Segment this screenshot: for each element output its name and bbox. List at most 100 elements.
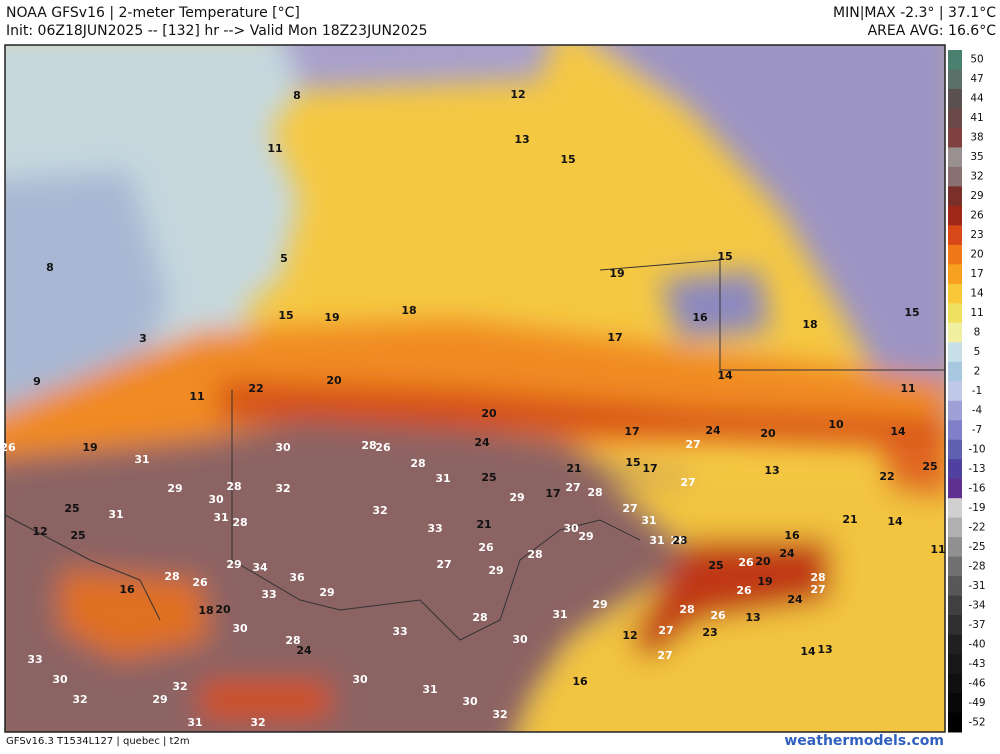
temperature-label: 31: [649, 534, 664, 547]
temperature-label: 16: [572, 675, 588, 688]
temperature-label: 16: [692, 311, 708, 324]
temperature-label: 29: [152, 693, 167, 706]
temperature-label: 5: [280, 252, 288, 265]
colorbar-swatch: [948, 342, 962, 363]
colorbar-swatch: [948, 69, 962, 90]
temperature-label: 20: [326, 374, 342, 387]
temperature-label: 28: [527, 548, 542, 561]
colorbar-swatch: [948, 556, 962, 577]
temperature-label: 12: [622, 629, 637, 642]
temperature-label: 19: [757, 575, 772, 588]
colorbar-tick-label: 35: [970, 151, 983, 163]
colorbar-tick-label: 47: [970, 73, 983, 85]
temperature-label: 33: [427, 522, 442, 535]
temperature-label: 31: [213, 511, 228, 524]
temperature-label: 31: [187, 716, 202, 729]
temperature-label: 30: [208, 493, 224, 506]
temperature-label: 17: [607, 331, 622, 344]
temperature-label: 12: [32, 525, 47, 538]
colorbar-tick-label: 11: [970, 307, 983, 319]
colorbar-tick-label: -46: [968, 677, 985, 689]
temperature-label: 9: [33, 375, 41, 388]
temperature-label: 19: [82, 441, 97, 454]
temperature-label: 25: [922, 460, 937, 473]
temperature-label: 13: [514, 133, 529, 146]
temperature-label: 26: [738, 556, 754, 569]
colorbar-tick-label: 2: [974, 366, 981, 378]
colorbar-tick-label: 38: [970, 132, 983, 144]
temperature-label: 8: [46, 261, 54, 274]
colorbar-swatch: [948, 673, 962, 694]
temperature-label: 24: [296, 644, 312, 657]
temperature-label: 11: [900, 382, 915, 395]
colorbar-tick-label: -4: [972, 404, 983, 416]
temperature-label: 33: [27, 653, 42, 666]
colorbar-swatch: [948, 439, 962, 460]
temperature-label: 17: [545, 487, 560, 500]
temperature-label: 27: [436, 558, 451, 571]
colorbar-swatch: [948, 400, 962, 421]
great-lakes: [60, 570, 210, 660]
temperature-label: 27: [685, 438, 700, 451]
colorbar-tick-label: -16: [968, 482, 985, 494]
model-info: GFSv16.3 T1534L127 | quebec | t2m: [6, 736, 190, 747]
colorbar-tick-label: 23: [970, 229, 983, 241]
lake-erie: [200, 680, 330, 720]
temperature-label: 20: [481, 407, 497, 420]
temperature-label: 31: [435, 472, 450, 485]
colorbar-swatch: [948, 361, 962, 382]
colorbar-tick-label: -40: [968, 638, 985, 650]
field-red: [220, 380, 945, 445]
colorbar-swatch: [948, 537, 962, 558]
province-border: [231, 390, 641, 641]
temperature-label: 34: [252, 561, 268, 574]
colorbar-swatch: [948, 517, 962, 538]
temperature-label: 21: [566, 462, 581, 475]
colorbar-swatch: [948, 244, 962, 265]
temperature-label: 11: [189, 390, 204, 403]
temperature-label: 18: [401, 304, 416, 317]
temperature-label: 16: [119, 583, 135, 596]
temperature-label: 31: [134, 453, 149, 466]
temperature-label: 20: [755, 555, 771, 568]
temperature-label: 18: [198, 604, 213, 617]
colorbar-swatch: [948, 88, 962, 109]
temperature-label: 14: [890, 425, 906, 438]
temperature-label: 28: [587, 486, 602, 499]
colorbar-tick-label: -13: [968, 463, 985, 475]
temperature-label: 31: [641, 514, 656, 527]
site-link[interactable]: weathermodels.com: [784, 733, 944, 749]
temperature-label: 28: [410, 457, 425, 470]
field-hot: [5, 420, 710, 732]
temperature-label: 26: [710, 609, 726, 622]
temperature-label: 26: [478, 541, 494, 554]
temperature-label: 32: [172, 680, 187, 693]
colorbar-swatch: [948, 147, 962, 168]
map-frame: [4, 44, 946, 733]
temperature-label: 27: [622, 502, 637, 515]
colorbar-swatch: [948, 712, 962, 733]
temperature-label: 27: [810, 583, 825, 596]
colorbar-tick-label: -10: [968, 443, 985, 455]
temperature-label: 27: [565, 481, 580, 494]
temperature-label: 28: [232, 516, 247, 529]
labrador-border: [599, 259, 945, 371]
temperature-label: 30: [563, 522, 579, 535]
colorbar-tick-label: -37: [968, 619, 985, 631]
colorbar-tick-label: 44: [970, 93, 984, 105]
colorbar-tick-label: -22: [968, 521, 985, 533]
temperature-label: 29: [319, 586, 334, 599]
temperature-label: 10: [828, 418, 844, 431]
colorbar-tick-label: 26: [970, 210, 984, 222]
colorbar-swatch: [948, 166, 962, 187]
temperature-label: 14: [887, 515, 903, 528]
map-field: [5, 45, 945, 732]
temperature-label: 20: [215, 603, 231, 616]
temperature-label: 32: [492, 708, 507, 721]
temperature-label: 30: [52, 673, 68, 686]
temperature-label: 29: [592, 598, 607, 611]
temperature-label: 25: [708, 559, 723, 572]
temperature-label: 29: [226, 558, 241, 571]
temperature-label: 29: [578, 530, 593, 543]
colorbar-swatch: [948, 576, 962, 597]
